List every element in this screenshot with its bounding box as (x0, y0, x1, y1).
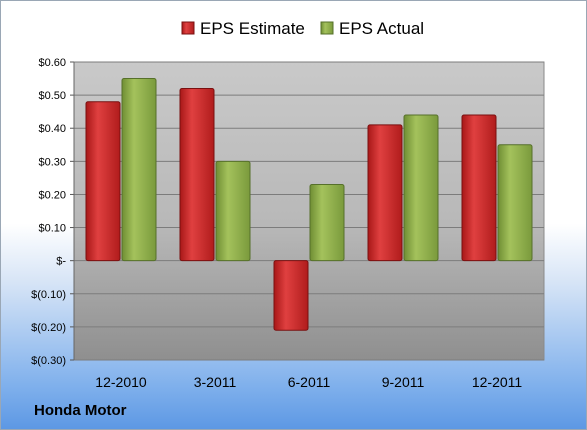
actual-bar-12-2011 (497, 144, 533, 262)
x-tick-label: 12-2011 (472, 374, 523, 390)
chart-legend: EPS Estimate EPS Actual (181, 19, 424, 38)
y-tick-label: $0.60 (38, 57, 66, 69)
y-tick-label: $0.20 (38, 189, 66, 201)
company-name: Honda Motor (34, 402, 127, 419)
y-tick-label: $0.50 (38, 90, 66, 102)
actual-bar-6-2011 (309, 184, 345, 262)
estimate-bar-9-2011 (367, 124, 403, 262)
legend-swatch (320, 21, 334, 35)
y-tick-label: $(0.10) (31, 289, 66, 301)
legend-label: EPS Estimate (200, 19, 305, 38)
estimate-bar-12-2011 (461, 114, 497, 262)
y-tick-label: $0.40 (38, 123, 66, 135)
y-tick-label: $0.10 (38, 223, 66, 235)
y-tick-label: $(0.20) (31, 322, 66, 334)
x-tick-label: 6-2011 (288, 374, 331, 390)
estimate-bar-12-2010 (85, 101, 121, 262)
x-tick-label: 9-2011 (382, 374, 425, 390)
y-tick-label: $- (56, 256, 66, 268)
y-tick-label: $(0.30) (31, 355, 66, 367)
x-tick-label: 3-2011 (194, 374, 237, 390)
actual-bar-12-2010 (121, 78, 157, 262)
estimate-bar-3-2011 (179, 87, 215, 262)
estimate-bar-6-2011 (273, 260, 309, 331)
x-tick-label: 12-2010 (95, 374, 147, 390)
legend-swatch (181, 21, 195, 35)
actual-bar-3-2011 (215, 160, 251, 262)
actual-bar-9-2011 (403, 114, 439, 262)
legend-label: EPS Actual (339, 19, 424, 38)
y-tick-label: $0.30 (38, 156, 66, 168)
